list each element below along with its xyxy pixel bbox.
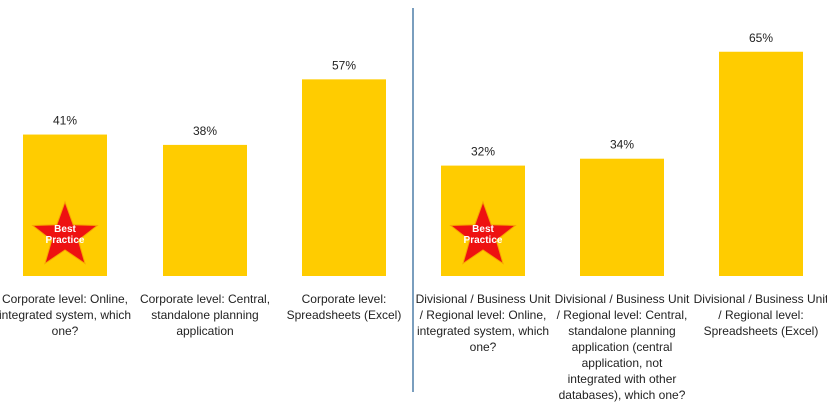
category-label: Corporate level: Central, standalone pla…: [139, 292, 271, 338]
annotation: Best Practice: [45, 224, 85, 246]
value-label: 32%: [471, 145, 495, 159]
value-label: 57%: [332, 58, 356, 72]
best-practice-star: [449, 200, 517, 265]
bar: [580, 158, 664, 276]
value-label: 34%: [610, 138, 634, 152]
category-label: Divisional / Business Unit / Regional le…: [415, 292, 551, 354]
category-label: Divisional / Business Unit / Regional le…: [554, 292, 690, 402]
annotation: Best Practice: [463, 224, 503, 246]
bar: [163, 144, 247, 276]
value-label: 41%: [53, 114, 77, 128]
bar: [302, 79, 386, 276]
value-label: 38%: [193, 124, 217, 138]
bar: [719, 51, 803, 276]
category-label: Corporate level: Online, integrated syst…: [0, 292, 132, 338]
category-label: Divisional / Business Unit / Regional le…: [693, 292, 827, 338]
category-label: Corporate level: Spreadsheets (Excel): [286, 292, 402, 322]
value-label: 65%: [749, 31, 773, 45]
best-practice-star: [31, 200, 99, 265]
